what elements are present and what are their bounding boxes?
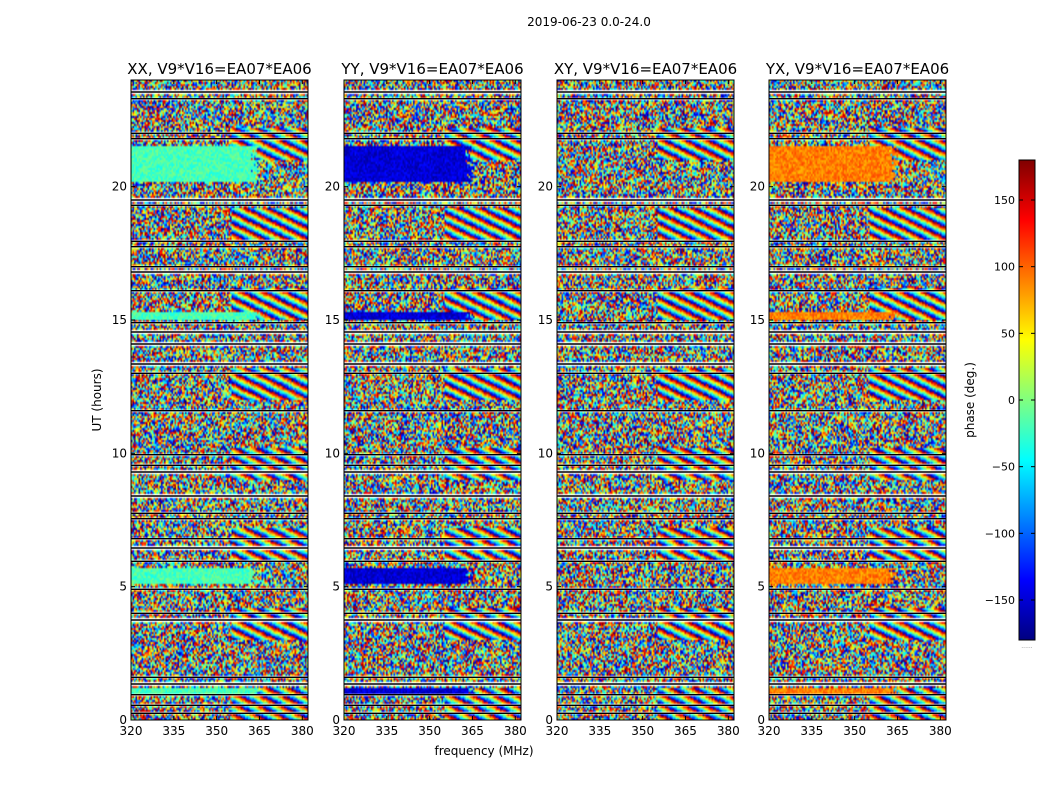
x-tick-label: 320 [758,724,781,738]
panel-title: XY, V9*V16=EA07*EA06 [554,60,737,78]
panel-xx: XX, V9*V16=EA07*EA06 320 335 350 365 380 0 5 10 1… [112,60,314,738]
y-tick-label: 20 [325,180,340,194]
y-tick-label: 5 [757,580,765,594]
phase-heatmap [131,80,308,720]
panel-title: YX, V9*V16=EA07*EA06 [765,60,949,78]
x-tick-label: 320 [120,724,143,738]
x-tick-label: 335 [375,724,398,738]
axes-frame [768,79,947,721]
y-tick-label: 20 [538,180,553,194]
y-tick-label: 0 [757,713,765,727]
y-tick-label: 15 [538,313,553,327]
y-tick-label: 10 [325,446,340,460]
colorbar-tick-label: −100 [985,527,1015,540]
y-tick-label: 10 [538,446,553,460]
panel-title: XX, V9*V16=EA07*EA06 [127,60,311,78]
colorbar-tick-label: 50 [1001,327,1015,340]
panel-yy: YY, V9*V16=EA07*EA06 320 335 350 365 380 0 5 10 1… [325,60,527,738]
x-tick-label: 320 [333,724,356,738]
x-axis-label: frequency (MHz) [434,744,533,758]
axes-frame [130,79,309,721]
y-tick-label: 10 [750,446,765,460]
x-tick-label: 350 [418,724,441,738]
y-tick-label: 0 [119,713,127,727]
axes-frame [556,79,735,721]
panel-title: YY, V9*V16=EA07*EA06 [340,60,523,78]
x-tick-label: 365 [248,724,271,738]
y-tick-label: 20 [750,180,765,194]
phase-heatmap [557,80,734,720]
x-tick-label: 380 [504,724,527,738]
x-tick-label: 335 [162,724,185,738]
x-tick-label: 365 [461,724,484,738]
x-tick-label: 365 [886,724,909,738]
colorbar: 150 100 50 0 −50 −100 −150 phase (deg.)...... [963,159,1036,650]
x-tick-label: 335 [588,724,611,738]
colorbar-tick-label: 0 [1008,394,1015,407]
y-tick-label: 15 [325,313,340,327]
y-axis-label: UT (hours) [90,368,104,431]
y-tick-label: 0 [332,713,340,727]
colorbar-label: phase (deg.) [963,362,977,438]
x-tick-label: 365 [674,724,697,738]
colorbar-tick-label: 150 [994,194,1015,207]
panels: XX, V9*V16=EA07*EA06 320 335 350 365 380 0 5 10 1… [112,60,952,738]
panel-xy: XY, V9*V16=EA07*EA06 320 335 350 365 380 0 5 10 1… [538,60,740,738]
y-tick-label: 15 [112,313,127,327]
x-tick-label: 350 [205,724,228,738]
x-tick-label: 335 [800,724,823,738]
colorbar-tick-label: −150 [985,594,1015,607]
x-tick-label: 320 [546,724,569,738]
panel-yx: YX, V9*V16=EA07*EA06 320 335 350 365 380 0 5 10 1… [750,60,952,738]
y-tick-label: 15 [750,313,765,327]
phase-heatmap [769,80,946,720]
axes-frame [343,79,522,721]
y-tick-label: 10 [112,446,127,460]
y-tick-label: 0 [545,713,553,727]
colorbar-tick-label: −50 [992,461,1015,474]
x-tick-label: 380 [291,724,314,738]
x-tick-label: 350 [631,724,654,738]
phase-heatmap [344,80,521,720]
figure-title: 2019-06-23 0.0-24.0 [527,15,651,29]
colorbar-footer: ...... [1021,643,1033,650]
y-tick-label: 5 [119,580,127,594]
y-tick-label: 5 [545,580,553,594]
colorbar-tick-label: 100 [994,261,1015,274]
x-tick-label: 380 [929,724,952,738]
x-tick-label: 380 [717,724,740,738]
y-tick-label: 5 [332,580,340,594]
y-tick-label: 20 [112,180,127,194]
x-tick-label: 350 [843,724,866,738]
